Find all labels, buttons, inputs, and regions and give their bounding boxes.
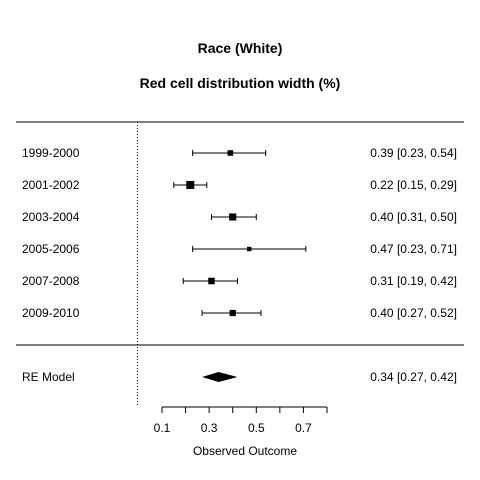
ci-text: 0.22 [0.15, 0.29] xyxy=(370,178,457,192)
point-estimate xyxy=(227,150,234,156)
study-row: 1999-2000 0.39 [0.23, 0.54] xyxy=(22,146,457,160)
point-estimate xyxy=(247,246,252,252)
study-row: 2009-2010 0.40 [0.27, 0.52] xyxy=(22,306,457,320)
study-row: 2005-2006 0.47 [0.23, 0.71] xyxy=(22,242,457,256)
ci-text: 0.40 [0.31, 0.50] xyxy=(370,210,457,224)
ci-text: 0.31 [0.19, 0.42] xyxy=(370,274,457,288)
study-row: 2007-2008 0.31 [0.19, 0.42] xyxy=(22,274,457,288)
study-label: 1999-2000 xyxy=(22,146,80,160)
x-axis: 0.1 0.3 0.5 0.7 xyxy=(154,406,328,435)
chart-subtitle: Red cell distribution width (%) xyxy=(140,75,341,91)
x-tick-label: 0.3 xyxy=(201,421,218,435)
study-label: 2007-2008 xyxy=(22,274,80,288)
ci-text: 0.47 [0.23, 0.71] xyxy=(370,242,457,256)
study-rows: 1999-2000 0.39 [0.23, 0.54] 2001-2002 0.22 … xyxy=(22,146,457,320)
study-row: 2003-2004 0.40 [0.31, 0.50] xyxy=(22,210,457,224)
ci-text: 0.39 [0.23, 0.54] xyxy=(370,146,457,160)
study-label: 2001-2002 xyxy=(22,178,80,192)
study-label: 2009-2010 xyxy=(22,306,80,320)
study-label: 2005-2006 xyxy=(22,242,80,256)
point-estimate xyxy=(229,213,237,221)
summary-diamond xyxy=(202,372,238,382)
x-axis-label: Observed Outcome xyxy=(193,444,297,458)
summary-ci-text: 0.34 [0.27, 0.42] xyxy=(370,370,457,384)
summary-row: RE Model 0.34 [0.27, 0.42] xyxy=(22,370,457,384)
study-label: 2003-2004 xyxy=(22,210,80,224)
x-tick-label: 0.7 xyxy=(295,421,312,435)
point-estimate xyxy=(186,181,195,189)
point-estimate xyxy=(208,277,215,285)
study-row: 2001-2002 0.22 [0.15, 0.29] xyxy=(22,178,457,192)
chart-title: Race (White) xyxy=(198,40,283,56)
point-estimate xyxy=(229,309,236,317)
x-ticks: 0.1 0.3 0.5 0.7 xyxy=(154,407,328,435)
x-tick-label: 0.5 xyxy=(248,421,265,435)
ci-text: 0.40 [0.27, 0.52] xyxy=(370,306,457,320)
x-tick-label: 0.1 xyxy=(154,421,171,435)
summary-label: RE Model xyxy=(22,370,75,384)
